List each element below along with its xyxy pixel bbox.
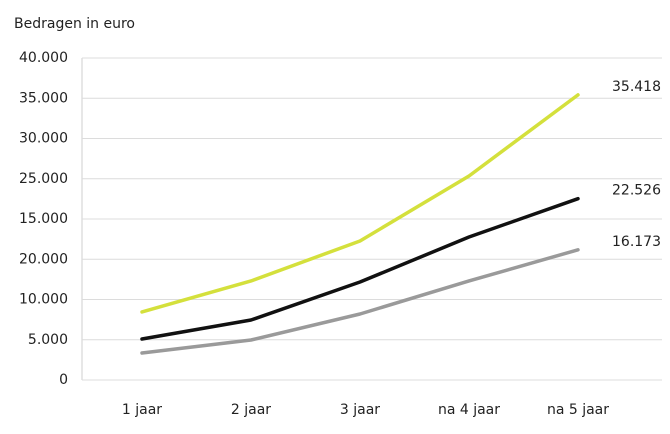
value-label: 16.173	[612, 234, 661, 250]
line	[140, 196, 580, 341]
y-tick-label: 15.000	[19, 211, 68, 227]
y-tick-label: 0	[59, 372, 68, 388]
y-axis-label: Bedragen in euro	[14, 16, 135, 32]
line	[140, 93, 580, 314]
x-tick-label: 1 jaar	[122, 402, 162, 418]
y-tick-label: 30.000	[19, 131, 68, 147]
y-tick-label: 5.000	[28, 332, 68, 348]
y-tick-label: 35.000	[19, 90, 68, 106]
x-tick-label: na 5 jaar	[547, 402, 609, 418]
y-tick-label: 25.000	[19, 171, 68, 187]
x-tick-label: na 4 jaar	[438, 402, 500, 418]
y-tick-label: 40.000	[19, 50, 68, 66]
line	[140, 248, 580, 355]
value-label: 35.418	[612, 79, 661, 95]
x-tick-label: 3 jaar	[340, 402, 380, 418]
value-label: 22.526	[612, 183, 661, 199]
y-tick-label: 20.000	[19, 251, 68, 267]
x-tick-label: 2 jaar	[231, 402, 271, 418]
y-tick-label: 10.000	[19, 292, 68, 308]
